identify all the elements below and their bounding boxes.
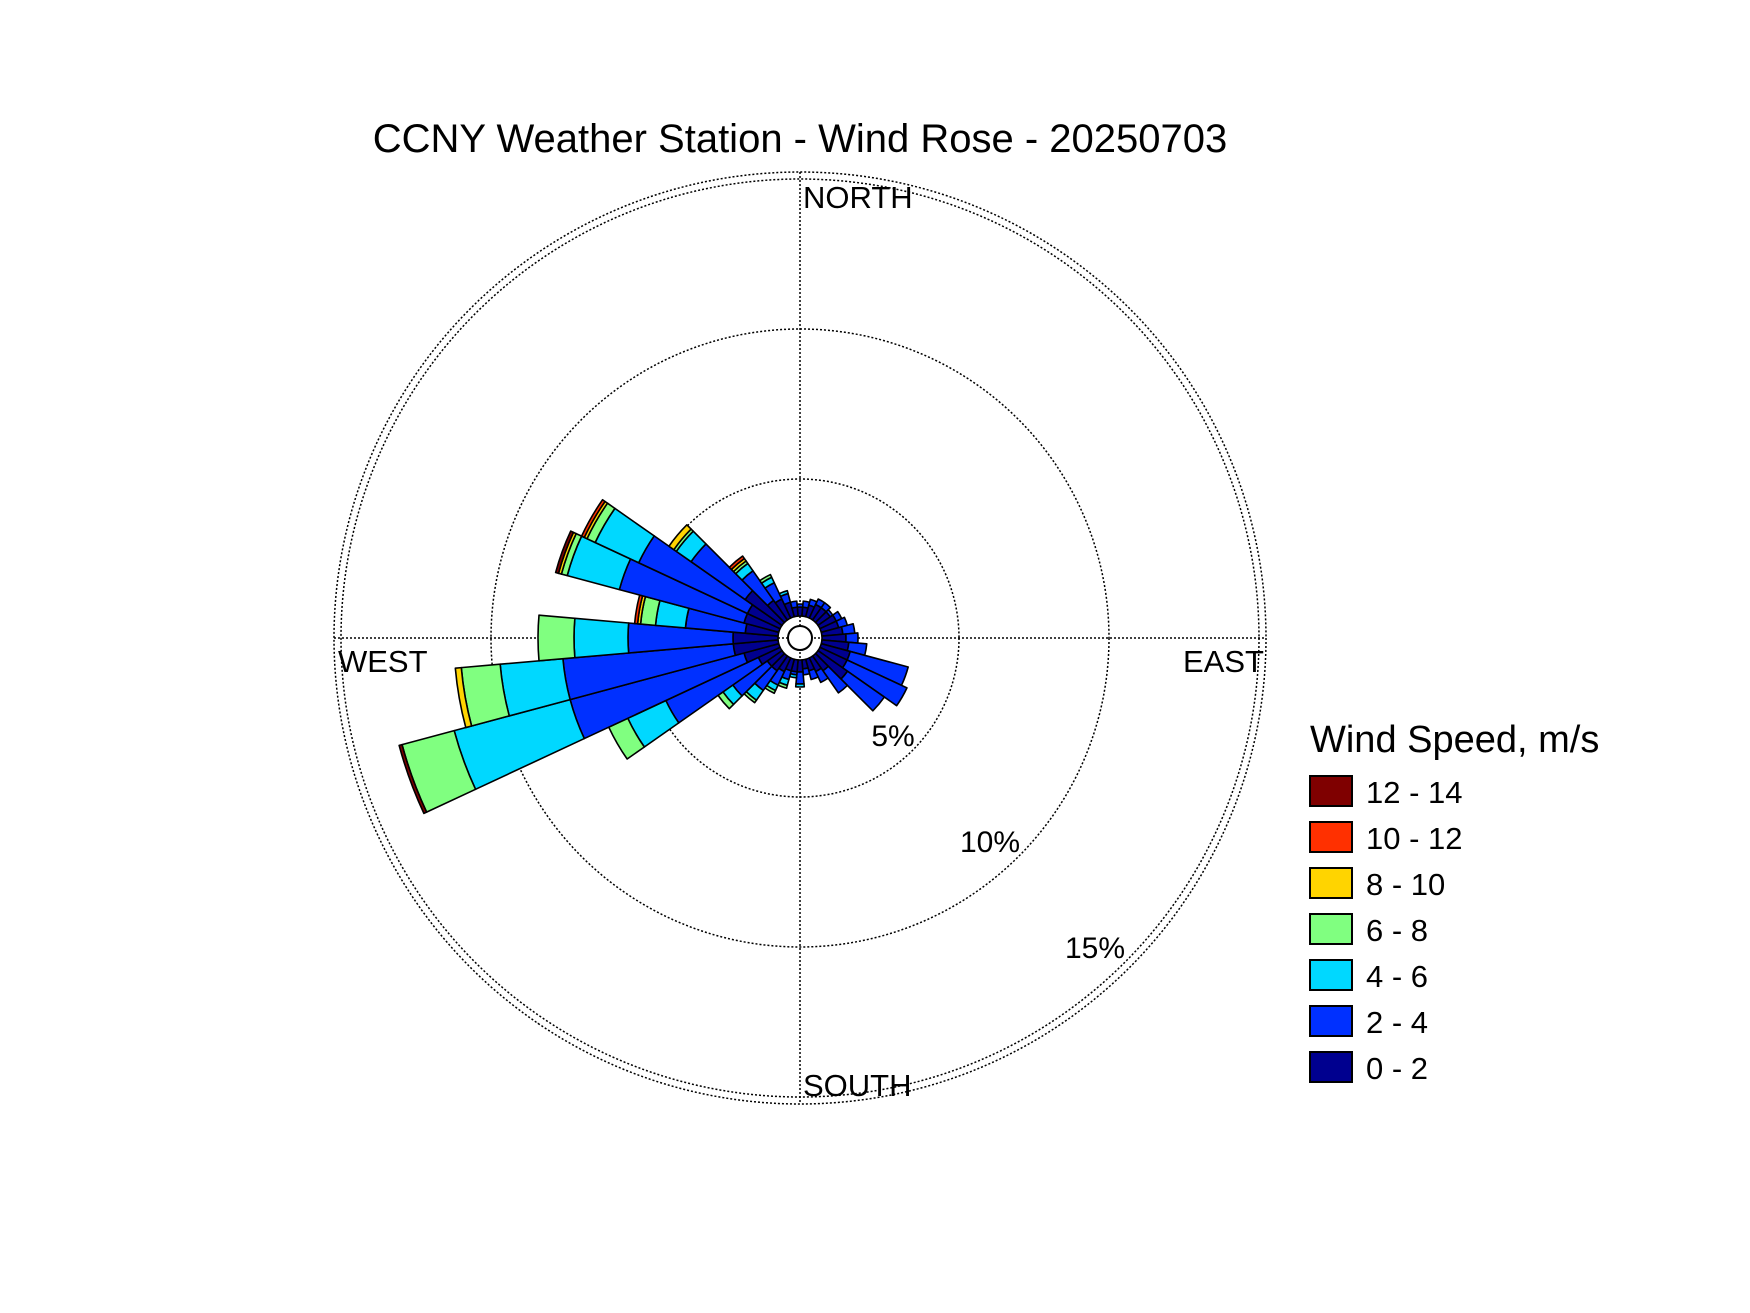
sector-260 — [454, 639, 780, 729]
sector-320-bin-5 — [728, 555, 746, 571]
legend-entry: 12 - 14 — [1309, 775, 1463, 810]
legend-swatch — [1309, 775, 1353, 807]
sector-280 — [633, 594, 780, 637]
ring-label-15: 15% — [1065, 932, 1125, 965]
chart-title: CCNY Weather Station - Wind Rose - 20250… — [373, 117, 1228, 161]
sector-180 — [794, 659, 806, 688]
legend-swatch — [1309, 913, 1353, 945]
direction-label-west: WEST — [338, 644, 428, 679]
legend-swatch — [1309, 959, 1353, 991]
legend-entry: 10 - 12 — [1309, 821, 1463, 856]
sector-160-bin-1 — [808, 668, 819, 681]
calm-center-circle — [787, 625, 813, 651]
legend-label: 10 - 12 — [1366, 821, 1463, 856]
sector-120 — [817, 646, 908, 707]
legend-label: 2 - 4 — [1366, 1005, 1428, 1040]
direction-label-east: EAST — [1183, 644, 1264, 679]
legend-label: 4 - 6 — [1366, 959, 1428, 994]
sector-270-bin-2 — [573, 617, 630, 659]
sector-140-bin-1 — [822, 665, 849, 694]
legend-entry: 0 - 2 — [1309, 1051, 1428, 1086]
grid-ring-5 — [640, 478, 960, 798]
sector-150-bin-1 — [814, 667, 829, 684]
sector-350 — [789, 600, 799, 618]
legend-entries: 12 - 14 10 - 12 8 - 10 6 - 8 4 - 6 2 - 4 0 - 2 — [1309, 775, 1463, 1086]
sector-300 — [580, 498, 783, 630]
sector-180-bin-2 — [794, 683, 806, 688]
legend-swatch — [1309, 867, 1353, 899]
sector-350-bin-1 — [789, 600, 799, 609]
sector-290 — [554, 530, 781, 634]
sector-300-bin-5 — [580, 498, 606, 539]
legend-entry: 6 - 8 — [1309, 913, 1428, 948]
legend-label: 0 - 2 — [1366, 1051, 1428, 1086]
sector-130-bin-1 — [840, 670, 886, 712]
sector-260-bin-4 — [454, 666, 473, 729]
legend-title: Wind Speed, m/s — [1310, 719, 1599, 761]
sector-120-bin-1 — [841, 659, 908, 707]
grid-ring-15 — [340, 178, 1260, 1098]
sector-270-bin-3 — [537, 614, 576, 662]
legend: Wind Speed, m/s 12 - 14 10 - 12 8 - 10 6 - … — [1309, 719, 1599, 1086]
sector-100 — [820, 639, 868, 657]
sector-340-bin-2 — [778, 589, 789, 598]
grid-ring-outer — [333, 171, 1267, 1105]
legend-entry: 2 - 4 — [1309, 1005, 1428, 1040]
legend-entry: 4 - 6 — [1309, 959, 1428, 994]
legend-entry: 8 - 10 — [1309, 867, 1445, 902]
legend-label: 8 - 10 — [1366, 867, 1445, 902]
legend-label: 12 - 14 — [1366, 775, 1463, 810]
legend-swatch — [1309, 821, 1353, 853]
sector-330-bin-3 — [759, 573, 773, 584]
legend-label: 6 - 8 — [1366, 913, 1428, 948]
direction-label-south: SOUTH — [803, 1068, 912, 1103]
grid-ring-10 — [490, 328, 1110, 948]
grid-rings — [333, 171, 1267, 1105]
sector-240 — [607, 646, 783, 760]
sector-310 — [668, 524, 786, 627]
direction-label-north: NORTH — [803, 180, 913, 215]
sector-310-bin-4 — [668, 524, 692, 551]
legend-swatch — [1309, 1005, 1353, 1037]
ring-label-10: 10% — [960, 826, 1020, 859]
sector-290-bin-6 — [554, 530, 575, 575]
wind-sectors — [398, 498, 909, 815]
sector-250-bin-6 — [398, 743, 428, 815]
ring-label-5: 5% — [871, 720, 914, 753]
legend-swatch — [1309, 1051, 1353, 1083]
sector-330 — [759, 573, 792, 621]
